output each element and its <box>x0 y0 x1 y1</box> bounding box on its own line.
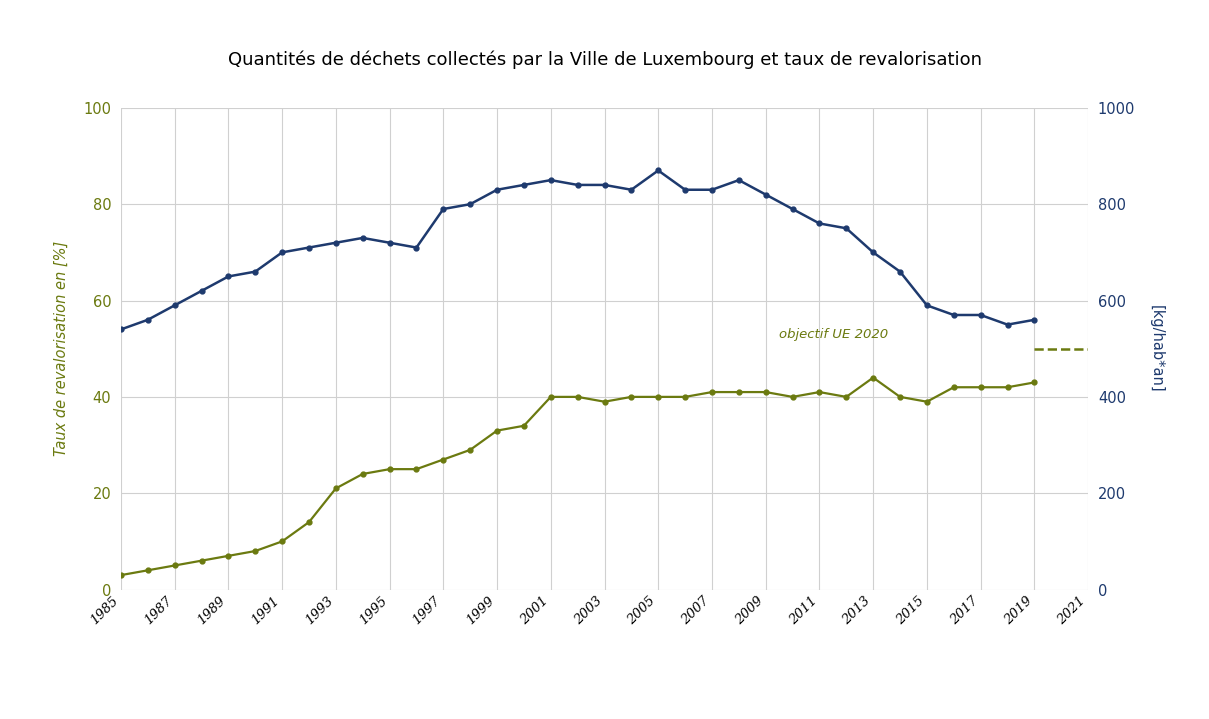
Text: objectif UE 2020: objectif UE 2020 <box>779 329 889 342</box>
Text: Quantités de déchets collectés par la Ville de Luxembourg et taux de revalorisat: Quantités de déchets collectés par la Vi… <box>227 50 982 69</box>
Y-axis label: Taux de revalorisation en [%]: Taux de revalorisation en [%] <box>54 241 69 457</box>
Y-axis label: [kg/hab*an]: [kg/hab*an] <box>1149 305 1164 393</box>
